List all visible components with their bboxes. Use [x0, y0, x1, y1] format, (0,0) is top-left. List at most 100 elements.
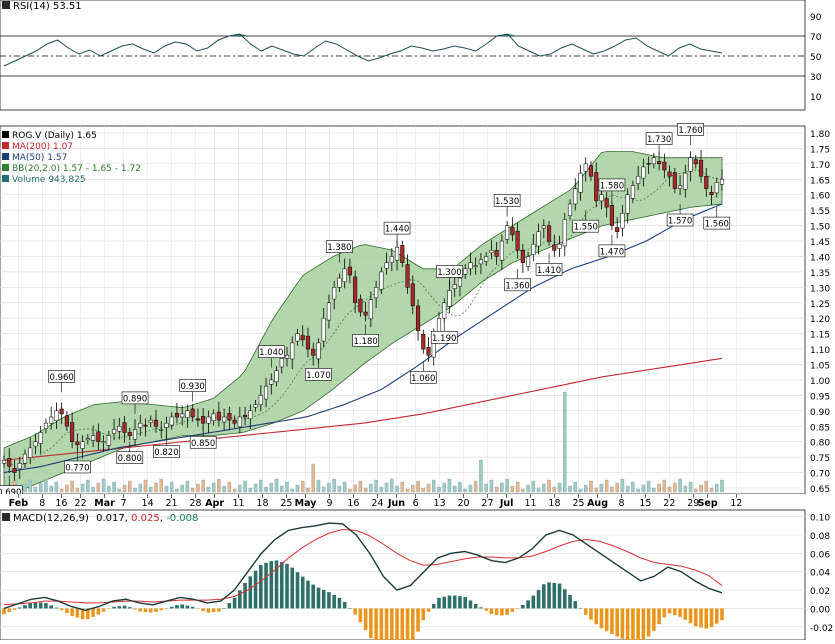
annotation-box: [326, 240, 353, 253]
moving-averages: [3, 203, 723, 474]
volume-bar: [484, 483, 488, 493]
macd-histogram-bar: [447, 595, 452, 609]
rsi-line: [3, 33, 723, 67]
macd-histogram-bar: [714, 608, 719, 624]
volume-bar: [180, 484, 184, 493]
x-tick-label: 11: [524, 498, 536, 509]
macd-histogram-bar: [505, 608, 509, 615]
macd-histogram-bar: [206, 608, 211, 613]
macd-histogram-bar: [101, 608, 106, 612]
candle-body: [714, 182, 719, 194]
annotation-box: [572, 219, 600, 233]
price-tick-label: 1.05: [810, 362, 830, 372]
macd-histogram-bar: [17, 607, 22, 609]
annotation-box: [257, 345, 285, 358]
candle-body: [316, 342, 321, 360]
macd-lines: [3, 522, 723, 612]
macd-histogram-bar: [599, 608, 604, 629]
volume-bar: [557, 482, 562, 493]
candle-body: [547, 225, 552, 242]
macd-histogram-bar: [44, 603, 48, 609]
volume-bar: [479, 459, 483, 493]
macd-histogram-bar: [327, 592, 331, 609]
volume-bar: [133, 487, 137, 493]
annotation-label: 1.580: [600, 181, 624, 191]
macd-histogram-bar: [232, 597, 237, 609]
price-tick-label: 1.00: [810, 377, 830, 387]
candle-body: [96, 431, 101, 442]
candle-body: [206, 416, 211, 424]
volume-bar: [694, 488, 698, 493]
price-annotations: 0.690 0.960 0.770 0.800 0.890 0.820 0.930 0.850…: [0, 123, 731, 498]
candle-body: [106, 435, 111, 446]
candle-body: [683, 172, 688, 190]
macd-histogram-bar: [49, 605, 53, 609]
x-tick-label: Aug: [587, 498, 608, 509]
annotation-label: 0.690: [0, 488, 21, 498]
candle-body: [552, 244, 557, 251]
candle-body: [646, 163, 651, 165]
macd-value: 0.017: [96, 513, 125, 524]
volume-bar: [662, 479, 667, 493]
candle-body: [38, 432, 43, 444]
candle-body: [101, 441, 106, 443]
candle-body: [159, 429, 164, 431]
volume-bar: [604, 479, 609, 493]
macd-histogram-bar: [133, 608, 137, 610]
annotation-box: [153, 445, 180, 458]
candle-body: [395, 246, 400, 261]
x-tick-label: 18: [548, 498, 560, 509]
volume-bar: [342, 481, 347, 493]
volume-bar: [699, 484, 703, 493]
annotation-box: [305, 368, 332, 381]
x-tick-label: 16: [347, 498, 359, 509]
volume-bar: [720, 479, 724, 493]
annotation-label: 1.060: [411, 374, 435, 384]
volume-bar: [358, 480, 363, 493]
macd-histogram-bar: [342, 601, 347, 609]
candle-body: [237, 416, 242, 428]
x-tick-label: 14: [142, 498, 154, 509]
macd-histogram-bar: [311, 584, 316, 609]
candle-body: [122, 422, 127, 433]
candle-body: [59, 408, 64, 415]
volume-bar: [148, 486, 153, 493]
volume-bar: [227, 481, 232, 493]
x-tick-label: 27: [481, 498, 493, 509]
volume-bar: [610, 486, 614, 493]
legend-swatch: [2, 153, 9, 160]
annotation-label: 0.890: [123, 394, 147, 404]
volume-bar: [715, 483, 719, 493]
macd-histogram-bar: [709, 608, 714, 628]
annotation-box: [116, 451, 144, 464]
macd-histogram-bar: [54, 607, 59, 609]
macd-histogram-bar: [196, 608, 200, 609]
volume-bar: [54, 481, 59, 493]
candle-body: [43, 422, 48, 429]
macd-histogram-bar: [562, 589, 567, 609]
x-axis: Feb 8 16 22 Mar 7 14 21 28 Apr 11 18 25 May 9 16 24 Jun 6 1…: [0, 494, 805, 510]
macd-histogram-bar: [279, 562, 284, 609]
candle-body: [295, 333, 300, 342]
candle-body: [494, 250, 499, 257]
candle-body: [719, 179, 725, 185]
volume-bar: [253, 483, 258, 493]
annotation-box: [121, 391, 149, 405]
volume-bar: [28, 479, 32, 493]
legend-swatch: [2, 142, 9, 149]
macd-histogram-bar: [154, 608, 158, 612]
macd-histogram-bar: [248, 576, 253, 609]
volume-bar: [615, 482, 619, 493]
macd-histogram-bar: [175, 605, 179, 609]
volume-bar: [96, 482, 101, 493]
volume-bar: [521, 488, 525, 493]
volume-bar: [164, 485, 169, 493]
macd-histogram-bar: [437, 597, 441, 609]
price-tick-label: 1.60: [810, 192, 830, 202]
macd-histogram-bar: [363, 608, 368, 631]
annotation-label: 1.360: [505, 281, 529, 291]
macd-histogram-bar: [65, 608, 69, 614]
x-tick-label: Mar: [94, 498, 115, 509]
volume-bar: [159, 478, 163, 493]
volume-bar: [107, 485, 111, 493]
